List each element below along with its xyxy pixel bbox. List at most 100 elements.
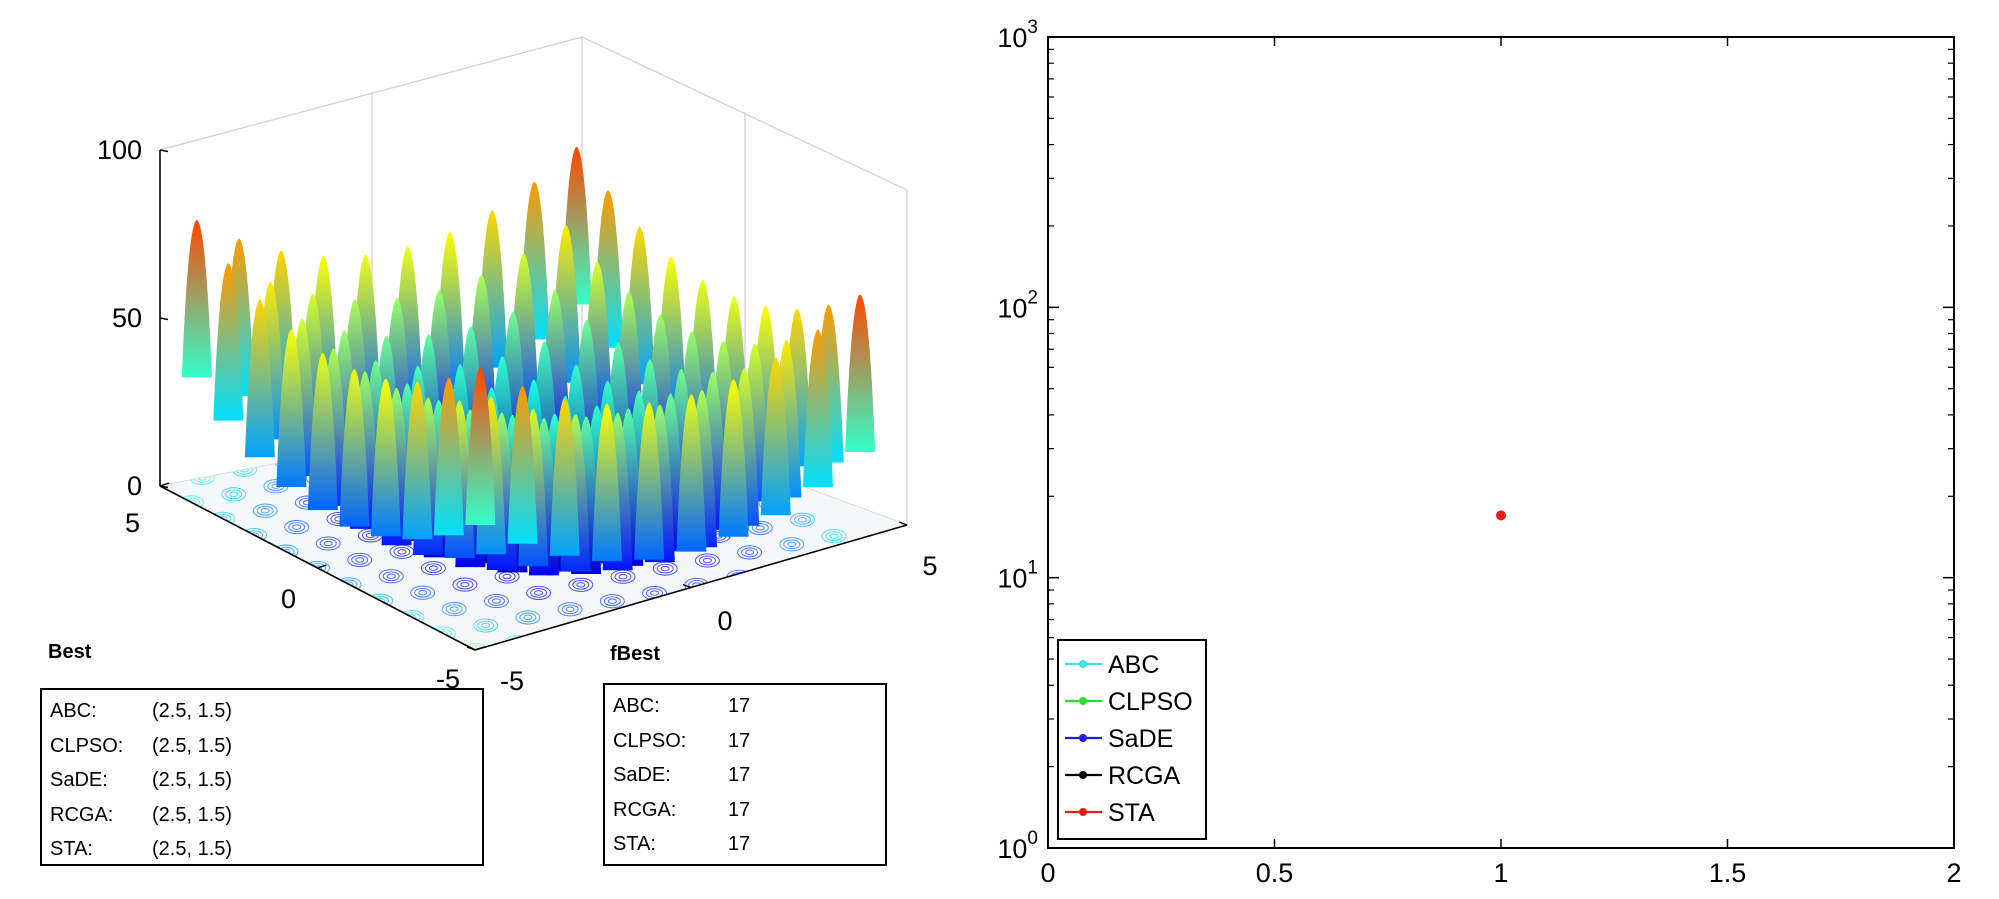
contour-ring <box>160 478 173 494</box>
contour-ring <box>842 570 868 585</box>
convergence-plot: 0 0.5 1 1.5 2 100 101 102 103 ABC CLPSO SaDE RCGA ST… <box>997 17 1961 888</box>
row-value: (2.5, 1.5) <box>152 803 233 826</box>
contour-ring <box>487 596 505 606</box>
legend-marker-sta <box>1079 808 1087 816</box>
contour-ring <box>565 606 575 612</box>
table-row: STA: 17 <box>613 827 877 862</box>
legend-label-rcga: RCGA <box>1108 762 1181 790</box>
contour-ring <box>550 628 568 639</box>
contour-ring <box>755 525 765 531</box>
row-value: (2.5, 1.5) <box>152 838 233 860</box>
legend-marker-rcga <box>1079 771 1087 779</box>
surface-peak <box>845 294 876 452</box>
y-tick-label: 102 <box>997 287 1038 323</box>
surface-peak <box>370 378 401 537</box>
row-label: SaDE: <box>50 769 108 791</box>
surface-peak <box>276 329 307 487</box>
legend-marker-abc <box>1079 660 1087 668</box>
surface-peak <box>507 386 538 544</box>
table-row: CLPSO: (2.5, 1.5) <box>50 729 474 764</box>
contour-ring <box>794 514 811 525</box>
surface-peak <box>760 357 791 516</box>
contour-ring <box>561 604 579 615</box>
contour-ring <box>737 545 763 560</box>
y-tick <box>159 482 170 487</box>
contour-ring <box>477 620 495 631</box>
y-tick-label: 103 <box>997 17 1038 53</box>
x-tick-label: 0 <box>1040 858 1055 888</box>
contour-ring <box>225 489 243 500</box>
contour-ring <box>681 606 691 613</box>
contour-ring <box>723 598 733 605</box>
contour-ring <box>160 481 169 491</box>
legend-marker-clpso <box>1079 697 1087 705</box>
contour-ring <box>530 588 548 598</box>
contour-ring <box>502 573 512 580</box>
surface-peak <box>181 219 212 378</box>
contour-ring <box>449 606 459 612</box>
contour-ring <box>229 491 239 497</box>
contour-ring <box>526 585 552 600</box>
contour-ring <box>256 505 274 516</box>
axis-ticks: 0 0.5 1 1.5 2 100 101 102 103 <box>997 17 1961 888</box>
row-value: (2.5, 1.5) <box>152 734 233 757</box>
surface-peak <box>549 398 580 556</box>
contour-ring <box>747 520 773 535</box>
table-row: CLPSO: 17 <box>613 724 877 759</box>
contour-ring <box>284 520 310 535</box>
contour-ring <box>814 555 832 566</box>
contour-ring <box>846 572 864 582</box>
contour-ring <box>650 590 659 596</box>
contour-ring <box>393 546 411 557</box>
surface-peak <box>634 402 665 560</box>
legend-label-clpso: CLPSO <box>1108 688 1193 716</box>
contour-ring <box>460 581 470 588</box>
contour-ring <box>382 571 400 582</box>
contour-ring <box>861 549 870 556</box>
contour-ring <box>702 557 712 564</box>
contour-ring <box>319 538 337 549</box>
best-title: Best <box>48 641 92 663</box>
contour-ring <box>589 618 615 633</box>
contour-ring <box>821 529 847 544</box>
contour-ring <box>825 531 843 542</box>
contour-ring <box>804 580 822 591</box>
y-tick-label: 101 <box>997 558 1038 594</box>
row-value: 17 <box>728 729 751 752</box>
x-tick-label: 1 <box>1493 858 1508 888</box>
legend-label-sta: STA <box>1108 799 1155 827</box>
surface-peak <box>213 263 244 421</box>
contour-ring <box>618 574 628 580</box>
row-label: RCGA: <box>50 803 114 826</box>
surface-peak <box>402 381 433 540</box>
surface-peak <box>307 352 338 511</box>
contour-ring <box>462 642 488 650</box>
contour-ring <box>698 555 716 566</box>
contour-ring <box>719 596 737 607</box>
row-value: 17 <box>728 798 751 821</box>
contour-ring <box>597 623 607 629</box>
contour-ring <box>568 577 594 592</box>
box-edge <box>159 36 583 151</box>
contour-ring <box>853 545 878 560</box>
x-tick-label: 2 <box>1946 858 1961 888</box>
contour-ring <box>397 549 407 555</box>
z-tick-label: 50 <box>112 303 142 333</box>
table-row: STA: (2.5, 1.5) <box>50 832 474 867</box>
contour-ring <box>603 596 621 607</box>
contour-ring <box>452 577 478 592</box>
contour-ring <box>639 614 649 621</box>
contour-ring <box>772 563 790 574</box>
contour-ring <box>888 564 906 574</box>
contour-ring <box>599 594 625 609</box>
x-tick-label: 1.5 <box>1709 858 1747 888</box>
surface-peaks <box>181 146 876 576</box>
contour-ring <box>593 620 611 631</box>
contour-ring <box>424 563 442 574</box>
contour-ring <box>355 557 365 563</box>
contour-ring <box>519 612 537 623</box>
contour-ring <box>741 547 759 558</box>
z-tick <box>159 317 169 321</box>
legend: ABC CLPSO SaDE RCGA STA <box>1057 639 1207 840</box>
contour-ring <box>523 614 533 621</box>
